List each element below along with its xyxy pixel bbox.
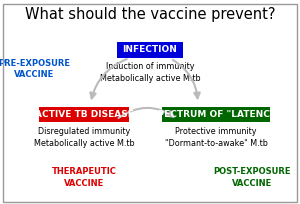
Text: Induction of immunity
Metabolically active M.tb: Induction of immunity Metabolically acti… [100, 62, 200, 83]
FancyBboxPatch shape [39, 106, 129, 122]
FancyBboxPatch shape [162, 106, 270, 122]
Text: What should the vaccine prevent?: What should the vaccine prevent? [25, 7, 275, 22]
Text: ACTIVE TB DISEASE: ACTIVE TB DISEASE [34, 110, 134, 119]
Text: Protective immunity
"Dormant-to-awake" M.tb: Protective immunity "Dormant-to-awake" M… [165, 127, 267, 149]
Text: THERAPEUTIC
VACCINE: THERAPEUTIC VACCINE [52, 167, 116, 187]
Text: INFECTION: INFECTION [123, 45, 177, 54]
Text: PRE-EXPOSURE
VACCINE: PRE-EXPOSURE VACCINE [0, 59, 70, 79]
FancyBboxPatch shape [117, 42, 183, 58]
Text: POST-EXPOSURE
VACCINE: POST-EXPOSURE VACCINE [213, 167, 291, 187]
Text: Disregulated immunity
Metabolically active M.tb: Disregulated immunity Metabolically acti… [34, 127, 134, 149]
Text: SPECTRUM OF "LATENCY": SPECTRUM OF "LATENCY" [151, 110, 281, 119]
